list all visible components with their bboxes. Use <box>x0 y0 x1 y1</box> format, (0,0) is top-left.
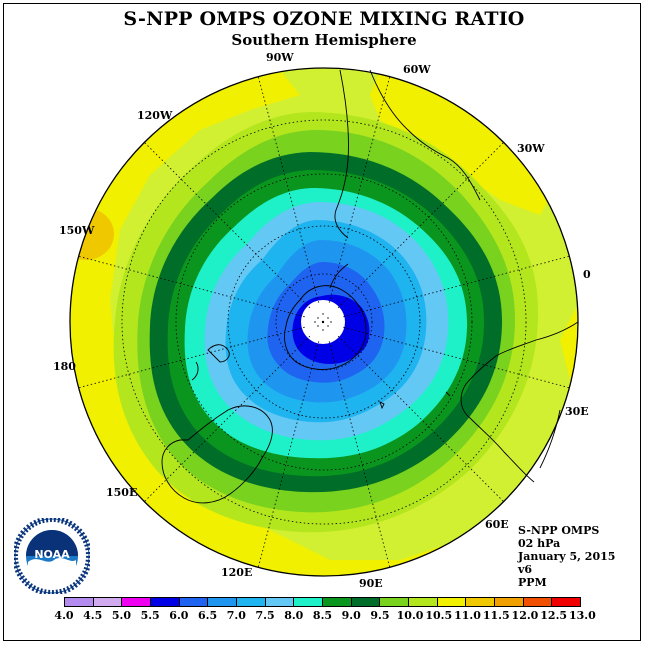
meridian-line <box>257 341 320 568</box>
meridian-line <box>328 76 391 303</box>
meridian-line <box>144 142 311 309</box>
latitude-circle <box>121 119 527 525</box>
noaa-logo: NOAA <box>14 518 90 594</box>
meridian-line <box>343 255 570 318</box>
lon-label-180: 180 <box>53 360 76 373</box>
australia-coast <box>161 405 273 504</box>
graticule <box>78 76 570 568</box>
legend-tick-label: 6.0 <box>169 609 189 622</box>
legend-tick-label: 8.0 <box>284 609 304 622</box>
legend-tick-label: 7.5 <box>255 609 275 622</box>
antarctica-coast <box>284 285 367 370</box>
legend-tick-label: 10.0 <box>396 609 424 622</box>
legend-swatch <box>237 598 266 606</box>
legend-swatch <box>351 598 381 606</box>
band-yellow-region-3 <box>560 290 578 400</box>
lon-label-90e: 90E <box>359 577 383 590</box>
map-title: S-NPP OMPS OZONE MIXING RATIO <box>123 8 525 30</box>
legend-tick-label: 8.5 <box>312 609 333 622</box>
ozone-field <box>70 68 578 576</box>
legend-swatch <box>122 598 152 606</box>
legend-swatch <box>437 598 467 606</box>
coastlines <box>161 69 579 504</box>
legend-tick-label: 9.0 <box>341 609 361 622</box>
info-block: S-NPP OMPS 02 hPa January 5, 2015 v6 PPM <box>518 524 615 589</box>
legend-swatch <box>466 598 496 606</box>
lon-label-120w: 120W <box>137 109 173 122</box>
legend-tick-label: 7.0 <box>226 609 246 622</box>
legend-tick-label: 4.0 <box>54 609 74 622</box>
latitude-circle <box>227 225 421 419</box>
lon-label-90w: 90W <box>266 51 294 64</box>
color-legend <box>64 597 581 607</box>
legend-swatch <box>151 598 180 606</box>
meridian-line <box>337 142 504 309</box>
legend-swatch <box>552 598 581 606</box>
legend-tick-label: 6.5 <box>198 609 218 622</box>
legend-tick-label: 11.0 <box>454 609 481 622</box>
south-america-coast <box>334 69 481 239</box>
legend-tick-label: 12.0 <box>511 609 539 622</box>
antarctic-peninsula-coast <box>329 263 349 289</box>
legend-swatch <box>93 598 123 606</box>
meridian-line <box>343 326 570 389</box>
legend-swatch <box>409 598 438 606</box>
latitude-circle <box>175 173 473 471</box>
meridian-line <box>257 76 320 303</box>
lon-label-0: 0 <box>583 268 591 281</box>
info-units: PPM <box>518 576 547 589</box>
legend-swatch <box>265 598 295 606</box>
africa-coast <box>460 321 579 483</box>
map-subtitle: Southern Hemisphere <box>231 31 417 49</box>
legend-swatch <box>294 598 324 606</box>
legend-swatch <box>323 598 352 606</box>
lon-label-150e: 150E <box>106 486 138 499</box>
legend-swatch <box>523 598 553 606</box>
logo-text: NOAA <box>34 548 70 561</box>
legend-tick-label: 9.5 <box>370 609 390 622</box>
legend-swatch <box>495 598 524 606</box>
indian-ocean-islands <box>379 391 451 410</box>
latitude-circle <box>275 273 373 371</box>
new-zealand-coast <box>191 344 230 381</box>
legend-tick-label: 12.5 <box>540 609 568 622</box>
lon-label-120e: 120E <box>221 566 253 579</box>
legend-tick-label: 4.5 <box>83 609 103 622</box>
info-level: 02 hPa <box>518 537 561 550</box>
meridian-line <box>78 326 305 389</box>
lon-label-30e: 30E <box>565 405 589 418</box>
lon-label-150w: 150W <box>59 224 95 237</box>
lon-label-30w: 30W <box>517 142 545 155</box>
figure-frame <box>3 3 641 641</box>
meridian-line <box>328 341 391 568</box>
info-date: January 5, 2015 <box>518 550 616 563</box>
lon-label-60e: 60E <box>485 518 509 531</box>
lon-label-60w: 60W <box>403 63 431 76</box>
legend-tick-label: 5.5 <box>140 609 160 622</box>
meridian-line <box>144 335 311 502</box>
map-border <box>69 67 579 577</box>
legend-ticks: 4.0 4.5 5.0 5.5 6.0 6.5 7.0 7.5 8.0 8.5 9.0 9.5 10.0… <box>52 609 596 623</box>
legend-tick-label: 13.0 <box>569 609 596 622</box>
info-version: v6 <box>518 563 533 576</box>
legend-tick-label: 10.5 <box>425 609 453 622</box>
meridian-line <box>78 255 305 318</box>
legend-swatch <box>65 598 94 606</box>
pole-marker <box>314 313 332 331</box>
band-yellow-region-2 <box>370 70 555 215</box>
legend-tick-label: 11.5 <box>482 609 510 622</box>
legend-swatch <box>380 598 410 606</box>
legend-tick-label: 5.0 <box>111 609 131 622</box>
legend-swatch <box>208 598 238 606</box>
info-instrument: S-NPP OMPS <box>518 524 600 537</box>
meridian-line <box>337 335 504 502</box>
legend-swatch <box>179 598 209 606</box>
